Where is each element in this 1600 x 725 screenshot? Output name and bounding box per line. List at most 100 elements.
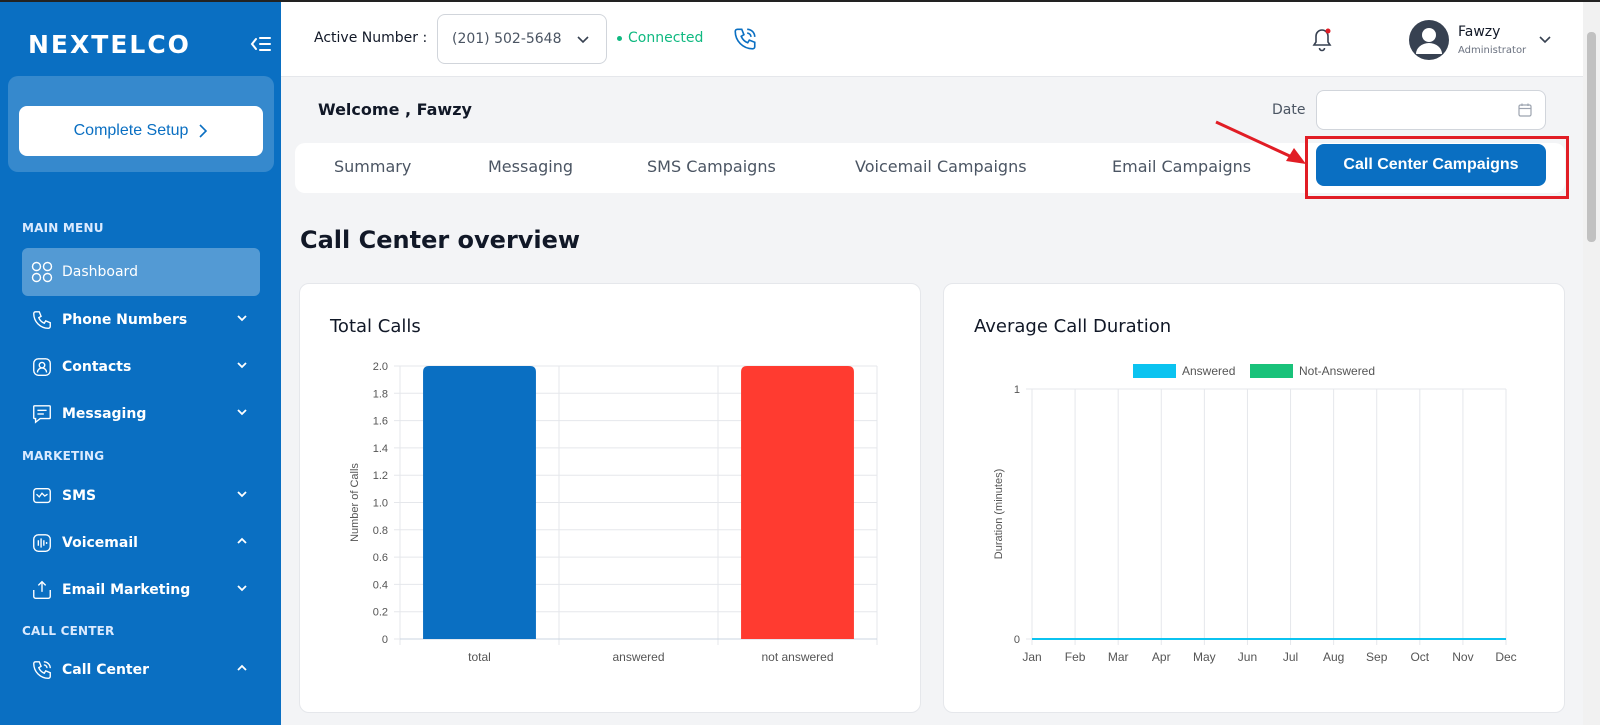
x-tick-label: Sep bbox=[1366, 650, 1388, 664]
chevron-down-icon bbox=[237, 491, 247, 498]
sidebar-item-label: SMS bbox=[62, 488, 97, 504]
x-tick-label: Nov bbox=[1452, 650, 1473, 664]
chevron-down-icon bbox=[237, 362, 247, 369]
y-tick-label: 1.4 bbox=[373, 443, 388, 455]
chevron-right-icon bbox=[199, 124, 208, 138]
avatar[interactable] bbox=[1409, 20, 1449, 60]
sidebar-item-label: Contacts bbox=[62, 359, 132, 375]
sidebar-item-label: Phone Numbers bbox=[62, 312, 188, 328]
x-tick-label: Mar bbox=[1108, 650, 1129, 664]
active-number-label: Active Number : bbox=[314, 30, 428, 46]
voicemail-icon bbox=[30, 531, 54, 555]
legend-swatch-not-answered bbox=[1250, 364, 1293, 378]
sidebar-item-label: Messaging bbox=[62, 406, 147, 422]
y-axis-label: Duration (minutes) bbox=[993, 469, 1005, 559]
nextelco-logo: NEXTELCO bbox=[28, 30, 191, 59]
y-tick-label: 1.6 bbox=[373, 416, 388, 428]
y-axis-label: Number of Calls bbox=[349, 463, 361, 542]
chevron-down-icon[interactable] bbox=[1538, 33, 1552, 47]
tab-voicemail-campaigns[interactable]: Voicemail Campaigns bbox=[855, 157, 1027, 176]
y-tick-label: 0 bbox=[1014, 634, 1020, 646]
y-tick-label: 2.0 bbox=[373, 361, 388, 373]
active-number-value: (201) 502-5648 bbox=[452, 31, 562, 47]
x-tick-label: Oct bbox=[1410, 650, 1429, 664]
sidebar-item-label: Voicemail bbox=[62, 535, 138, 551]
x-tick-label: Jul bbox=[1283, 650, 1298, 664]
chevron-down-icon bbox=[237, 315, 247, 322]
x-tick-label: Aug bbox=[1323, 650, 1344, 664]
total-calls-chart: 2.0 1.8 1.6 1.4 1.2 1.0 0.8 0.6 0.4 0.2 0 total answ… bbox=[349, 361, 878, 664]
sms-icon bbox=[30, 484, 54, 508]
bar-total bbox=[423, 366, 536, 639]
status-dot-icon bbox=[617, 35, 622, 41]
sidebar-item-label: Email Marketing bbox=[62, 582, 191, 598]
calendar-icon bbox=[1518, 103, 1532, 117]
legend-swatch-answered bbox=[1133, 364, 1176, 378]
chevron-up-icon bbox=[237, 537, 247, 544]
collapse-sidebar-icon[interactable] bbox=[250, 34, 272, 54]
user-role: Administrator bbox=[1458, 45, 1527, 56]
tab-messaging[interactable]: Messaging bbox=[488, 157, 574, 176]
chevron-down-icon bbox=[237, 585, 247, 592]
x-tick-label: Dec bbox=[1495, 650, 1516, 664]
section-main-menu: MAIN MENU bbox=[22, 221, 104, 235]
sidebar: NEXTELCO Complete Setup MAIN MENU Dashbo… bbox=[0, 2, 281, 725]
top-header: Active Number : (201) 502-5648 Connected… bbox=[281, 2, 1583, 77]
sidebar-item-sms[interactable]: SMS bbox=[22, 472, 260, 520]
y-tick-label: 1 bbox=[1014, 384, 1020, 396]
total-calls-card: Total Calls 2.0 1.8 1.6 1.4 1.2 1.0 0.8 0.6 0.4 0… bbox=[299, 283, 921, 713]
sidebar-item-voicemail[interactable]: Voicemail bbox=[22, 519, 260, 567]
section-call-center: CALL CENTER bbox=[22, 624, 115, 638]
page-title: Call Center overview bbox=[300, 226, 581, 254]
x-tick-label: May bbox=[1193, 650, 1216, 664]
page-scrollbar[interactable] bbox=[1583, 2, 1600, 725]
sidebar-item-call-center[interactable]: Call Center bbox=[22, 646, 260, 694]
x-tick-label: Jan bbox=[1022, 650, 1041, 664]
legend-label: Not-Answered bbox=[1299, 364, 1375, 378]
sidebar-item-label: Call Center bbox=[62, 662, 150, 678]
connection-status-label: Connected bbox=[628, 30, 704, 46]
x-tick-label: not answered bbox=[761, 650, 833, 664]
x-tick-label: Feb bbox=[1065, 650, 1086, 664]
scroll-thumb[interactable] bbox=[1587, 32, 1596, 242]
sidebar-item-phone-numbers[interactable]: Phone Numbers bbox=[22, 296, 260, 344]
active-number-select[interactable]: (201) 502-5648 bbox=[437, 14, 607, 64]
tab-sms-campaigns[interactable]: SMS Campaigns bbox=[647, 157, 776, 176]
tab-email-campaigns[interactable]: Email Campaigns bbox=[1112, 157, 1252, 176]
section-marketing: MARKETING bbox=[22, 449, 105, 463]
phone-icon bbox=[30, 308, 54, 332]
chevron-up-icon bbox=[237, 664, 247, 671]
dashboard-icon bbox=[30, 260, 54, 284]
chevron-down-icon bbox=[237, 409, 247, 416]
bar-not-answered bbox=[741, 366, 854, 639]
sidebar-item-email-marketing[interactable]: Email Marketing bbox=[22, 566, 260, 614]
tab-summary[interactable]: Summary bbox=[334, 157, 412, 176]
x-tick-label: answered bbox=[612, 650, 664, 664]
y-tick-label: 0.8 bbox=[373, 525, 388, 537]
y-tick-label: 0.6 bbox=[373, 552, 388, 564]
sidebar-item-label: Dashboard bbox=[62, 264, 138, 280]
avg-duration-card: Average Call Duration Answered Not-Answer… bbox=[943, 283, 1565, 713]
sidebar-item-messaging[interactable]: Messaging bbox=[22, 390, 260, 438]
date-input[interactable] bbox=[1316, 90, 1546, 130]
x-tick-label: Apr bbox=[1152, 650, 1171, 664]
complete-setup-label: Complete Setup bbox=[73, 122, 189, 139]
sidebar-item-contacts[interactable]: Contacts bbox=[22, 343, 260, 391]
bell-icon[interactable] bbox=[1310, 26, 1334, 54]
tab-call-center-campaigns[interactable]: Call Center Campaigns bbox=[1316, 144, 1546, 186]
y-tick-label: 0 bbox=[382, 634, 388, 646]
red-arrow-annotation bbox=[1215, 120, 1306, 164]
phone-call-icon[interactable] bbox=[732, 26, 758, 52]
complete-setup-button[interactable]: Complete Setup bbox=[19, 106, 263, 156]
connection-status: Connected bbox=[617, 30, 703, 46]
sidebar-item-dashboard[interactable]: Dashboard bbox=[22, 248, 260, 296]
chevron-down-icon bbox=[577, 36, 589, 44]
phone-call-icon bbox=[30, 658, 54, 682]
y-tick-label: 1.2 bbox=[373, 470, 388, 482]
y-tick-label: 0.2 bbox=[373, 607, 388, 619]
setup-card: Complete Setup bbox=[8, 76, 274, 172]
y-tick-label: 1.0 bbox=[373, 498, 388, 510]
x-tick-label: total bbox=[468, 650, 491, 664]
message-icon bbox=[30, 402, 54, 426]
contacts-icon bbox=[30, 355, 54, 379]
